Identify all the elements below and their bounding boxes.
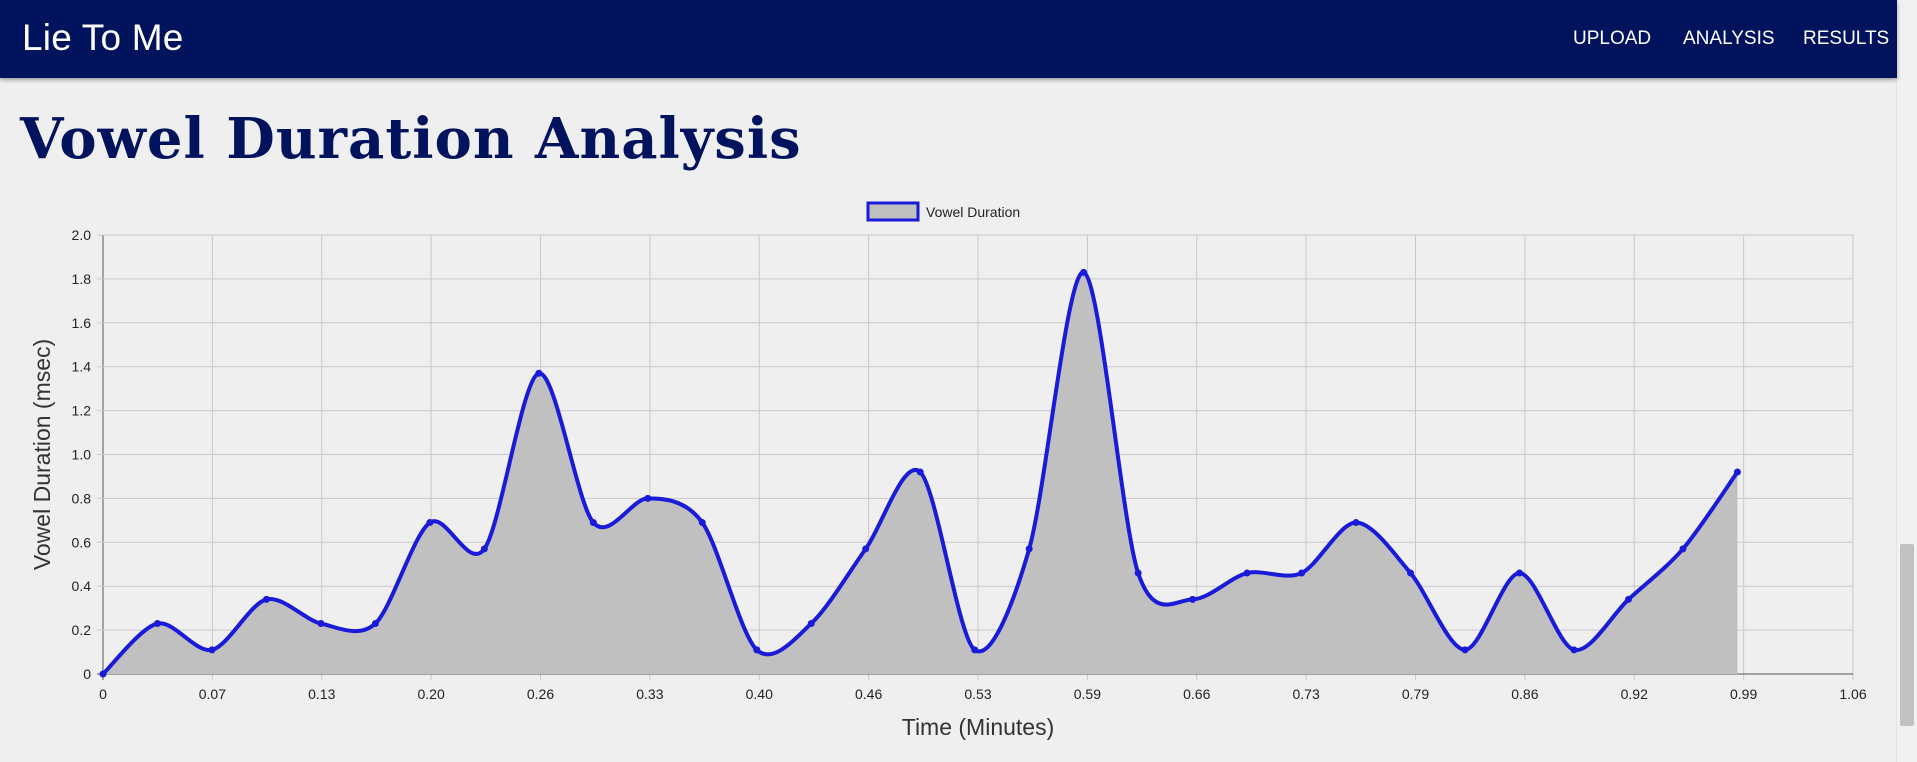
x-axis-label: Time (Minutes) xyxy=(902,714,1055,740)
nav-upload-link[interactable]: UPLOAD xyxy=(1573,28,1652,49)
data-point[interactable] xyxy=(1733,468,1741,476)
legend-swatch[interactable] xyxy=(866,201,920,222)
data-point[interactable] xyxy=(753,646,761,654)
x-tick-label: 0.33 xyxy=(636,686,663,702)
x-tick-label: 0.20 xyxy=(418,686,445,702)
y-tick-label: 1.2 xyxy=(72,403,92,419)
x-tick-label: 0.73 xyxy=(1293,686,1320,702)
y-tick-label: 0.2 xyxy=(72,622,92,638)
data-point[interactable] xyxy=(1298,569,1306,577)
data-point[interactable] xyxy=(480,545,488,553)
data-point[interactable] xyxy=(262,595,270,603)
data-point[interactable] xyxy=(1461,646,1469,654)
data-point[interactable] xyxy=(1570,646,1578,654)
data-point[interactable] xyxy=(1080,268,1088,276)
data-point[interactable] xyxy=(1679,545,1687,553)
data-point[interactable] xyxy=(1134,569,1142,577)
y-tick-label: 0.8 xyxy=(72,490,92,506)
data-point[interactable] xyxy=(1407,569,1415,577)
chart-ticks-layer: 0 0.07 0.13 0.20 0.26 0.33 0.40 0.46 0.53 0.59 0.6… xyxy=(72,227,1867,702)
x-tick-label: 1.06 xyxy=(1839,686,1866,702)
data-point[interactable] xyxy=(535,369,543,377)
chart-grid xyxy=(97,234,1854,680)
x-tick-label: 0.79 xyxy=(1402,686,1429,702)
data-point[interactable] xyxy=(589,519,597,527)
y-tick-label: 0 xyxy=(83,666,91,682)
x-tick-label: 0.40 xyxy=(746,686,773,702)
x-tick-label: 0.26 xyxy=(527,686,554,702)
scrollbar-thumb[interactable] xyxy=(1900,544,1914,726)
data-point[interactable] xyxy=(317,620,325,628)
y-tick-label: 0.4 xyxy=(72,578,92,594)
data-point[interactable] xyxy=(371,620,379,628)
y-axis-label: Vowel Duration (msec) xyxy=(29,339,55,570)
app-brand[interactable]: Lie To Me xyxy=(22,17,184,58)
x-tick-label: 0.07 xyxy=(199,686,226,702)
y-tick-label: 2.0 xyxy=(72,227,92,243)
x-tick-label: 0.59 xyxy=(1074,686,1101,702)
data-point[interactable] xyxy=(1025,545,1033,553)
series-line xyxy=(101,270,1740,676)
x-tick-label: 0.46 xyxy=(855,686,882,702)
data-point[interactable] xyxy=(644,494,652,502)
y-tick-label: 1.6 xyxy=(72,315,92,331)
y-tick-label: 1.4 xyxy=(72,359,92,375)
x-tick-label: 0.92 xyxy=(1621,686,1648,702)
data-point[interactable] xyxy=(208,646,216,654)
x-tick-label: 0.13 xyxy=(308,686,335,702)
data-point[interactable] xyxy=(807,620,815,628)
data-point[interactable] xyxy=(1352,519,1360,527)
legend-label[interactable]: Vowel Duration xyxy=(926,204,1020,220)
y-tick-label: 1.0 xyxy=(72,447,92,463)
page-scrollbar[interactable] xyxy=(1896,0,1917,762)
data-point[interactable] xyxy=(153,620,161,628)
y-tick-label: 1.8 xyxy=(72,271,92,287)
data-point[interactable] xyxy=(1516,569,1524,577)
y-tick-label: 0.6 xyxy=(72,534,92,550)
x-tick-label: 0 xyxy=(99,686,107,702)
data-point[interactable] xyxy=(99,670,107,678)
data-point[interactable] xyxy=(916,468,924,476)
x-tick-label: 0.86 xyxy=(1511,686,1538,702)
x-tick-label: 0.99 xyxy=(1730,686,1757,702)
previous-chart-remnant xyxy=(0,78,1897,84)
chart-points-layer xyxy=(99,268,1741,678)
x-tick-label: 0.53 xyxy=(964,686,991,702)
x-tick-label: 0.66 xyxy=(1183,686,1210,702)
data-point[interactable] xyxy=(1624,595,1632,603)
page-title: Vowel Duration Analysis xyxy=(20,106,802,172)
data-point[interactable] xyxy=(1189,595,1197,603)
chart-legend[interactable]: Vowel Duration xyxy=(866,201,1020,222)
vowel-duration-chart: 0 0.07 0.13 0.20 0.26 0.33 0.40 0.46 0.53 0.59 0.6… xyxy=(29,201,1867,740)
data-point[interactable] xyxy=(426,519,434,527)
top-navbar: Lie To Me UPLOAD ANALYSIS RESULTS xyxy=(0,0,1897,78)
data-point[interactable] xyxy=(862,545,870,553)
data-point[interactable] xyxy=(1243,569,1251,577)
data-point[interactable] xyxy=(698,519,706,527)
nav-results-link[interactable]: RESULTS xyxy=(1803,28,1890,49)
data-point[interactable] xyxy=(971,646,979,654)
nav-analysis-link[interactable]: ANALYSIS xyxy=(1683,28,1775,49)
